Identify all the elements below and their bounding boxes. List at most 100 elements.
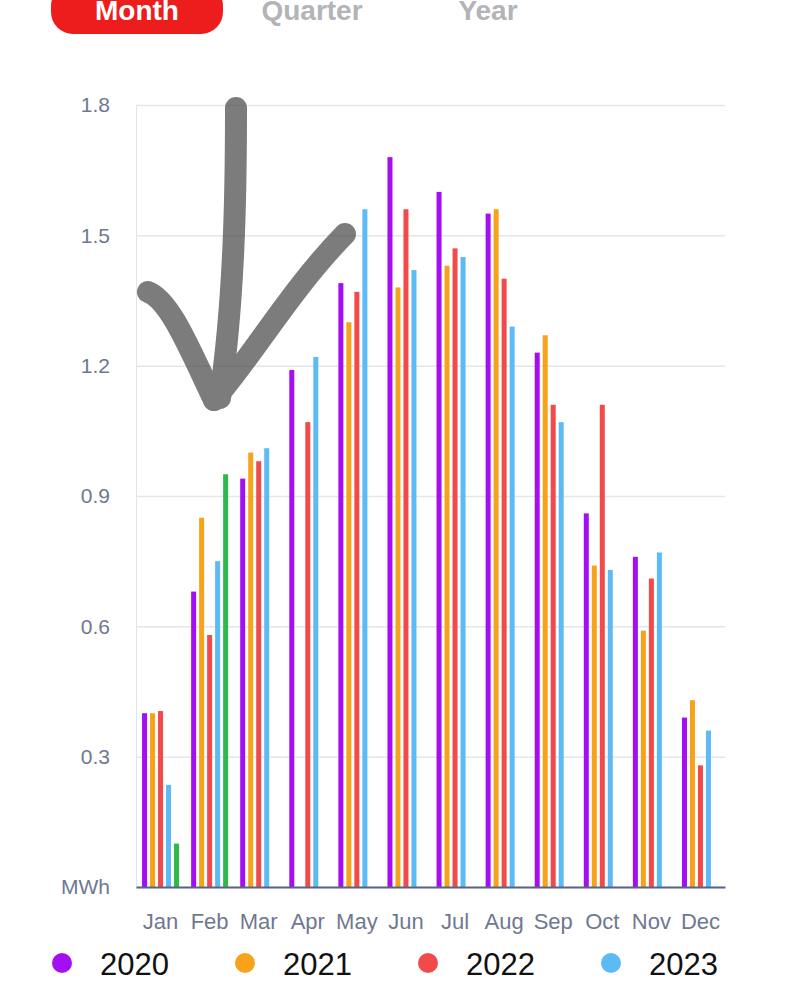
legend-label: 2022 <box>466 947 535 982</box>
x-tick: Nov <box>632 887 671 934</box>
bar <box>256 461 261 887</box>
y-tick-label: 1.2 <box>81 354 110 377</box>
x-tick: May <box>336 887 378 934</box>
bar <box>486 214 491 887</box>
x-tick-label: Dec <box>681 909 720 934</box>
bar <box>387 157 392 887</box>
x-tick-label: Jan <box>143 909 178 934</box>
bar <box>445 266 450 887</box>
x-axis-line <box>137 887 726 889</box>
y-tick: 1.2 <box>81 354 725 377</box>
y-tick-label: 1.8 <box>81 93 110 116</box>
bar <box>240 479 245 887</box>
bar <box>543 335 548 887</box>
tab-selected-background[interactable] <box>51 0 223 34</box>
bar <box>191 592 196 887</box>
arrow-stroke <box>220 108 236 398</box>
bar <box>207 635 212 887</box>
tab-label[interactable]: Quarter <box>261 0 362 26</box>
x-tick: Feb <box>191 887 229 934</box>
y-tick: 1.5 <box>81 224 725 247</box>
bar <box>158 711 163 887</box>
bar <box>633 557 638 887</box>
legend-swatch <box>601 953 621 973</box>
bar <box>502 279 507 887</box>
x-tick-label: Mar <box>240 909 278 934</box>
bar <box>313 357 318 887</box>
bar <box>551 405 556 887</box>
bar <box>641 631 646 887</box>
x-tick: Dec <box>681 887 720 934</box>
bar <box>437 192 442 887</box>
y-tick: 1.8 <box>81 93 725 116</box>
legend-swatch <box>235 953 255 973</box>
bar <box>584 513 589 887</box>
bar <box>150 713 155 887</box>
x-tick-label: Feb <box>191 909 229 934</box>
x-tick: Apr <box>291 887 325 934</box>
legend-label: 2023 <box>649 947 718 982</box>
legend: 2020 2021 2022 2023 <box>52 947 718 982</box>
legend-label: 2021 <box>283 947 352 982</box>
y-tick-label: MWh <box>61 875 110 898</box>
bar <box>510 327 515 887</box>
tab-label[interactable]: Month <box>95 0 179 26</box>
bar <box>289 370 294 887</box>
x-axis: Jan Feb Mar Apr May Jun Jul Aug Sep Oct Nov Dec <box>137 887 726 934</box>
bar <box>354 292 359 887</box>
bar <box>690 700 695 887</box>
bar <box>535 353 540 887</box>
bar <box>494 209 499 887</box>
bar <box>403 209 408 887</box>
x-tick: Aug <box>485 887 524 934</box>
tab-label[interactable]: Year <box>458 0 517 26</box>
x-tick-label: Jun <box>388 909 423 934</box>
arrow-stroke <box>214 234 345 400</box>
bar <box>411 270 416 887</box>
y-tick: 0.3 <box>81 745 725 768</box>
x-tick: Jun <box>388 887 423 934</box>
grid-line <box>136 887 725 889</box>
y-tick-label: 0.9 <box>81 484 110 507</box>
bar <box>338 283 343 887</box>
hand-drawn-arrow <box>148 108 345 400</box>
x-tick: Jan <box>143 887 178 934</box>
bar <box>248 453 253 887</box>
bar <box>600 405 605 887</box>
x-tick-label: Nov <box>632 909 671 934</box>
arrow-stroke <box>148 292 214 400</box>
bar <box>166 785 171 887</box>
legend-label: 2020 <box>100 947 169 982</box>
legend-swatch <box>418 953 438 973</box>
y-tick-label: 0.6 <box>81 615 110 638</box>
bar <box>453 248 458 887</box>
chart-canvas: Month Quarter Year MWh 0.3 0.6 0.9 1.2 1.5 1.8 Jan… <box>0 0 800 1000</box>
x-tick-label: May <box>336 909 378 934</box>
bar <box>142 713 147 887</box>
x-tick-label: Oct <box>585 909 619 934</box>
bar <box>215 561 220 887</box>
y-tick: 0.6 <box>81 615 725 638</box>
x-tick: Jul <box>441 887 469 934</box>
x-tick-label: Sep <box>534 909 573 934</box>
grid-line <box>136 105 725 107</box>
bar <box>698 765 703 887</box>
tab-bar: Month Quarter Year <box>51 0 518 34</box>
bar <box>395 287 400 887</box>
bar <box>649 579 654 887</box>
x-tick-label: Aug <box>485 909 524 934</box>
y-tick-label: 1.5 <box>81 224 110 247</box>
bar <box>264 448 269 887</box>
bar <box>706 731 711 887</box>
x-tick: Mar <box>240 887 278 934</box>
bar <box>657 552 662 887</box>
bar <box>362 209 367 887</box>
bar <box>592 566 597 887</box>
legend-swatch <box>52 953 72 973</box>
bar <box>608 570 613 887</box>
y-tick: 0.9 <box>81 484 725 507</box>
bar <box>461 257 466 887</box>
x-tick: Sep <box>534 887 573 934</box>
x-tick-label: Jul <box>441 909 469 934</box>
bar <box>223 474 228 887</box>
